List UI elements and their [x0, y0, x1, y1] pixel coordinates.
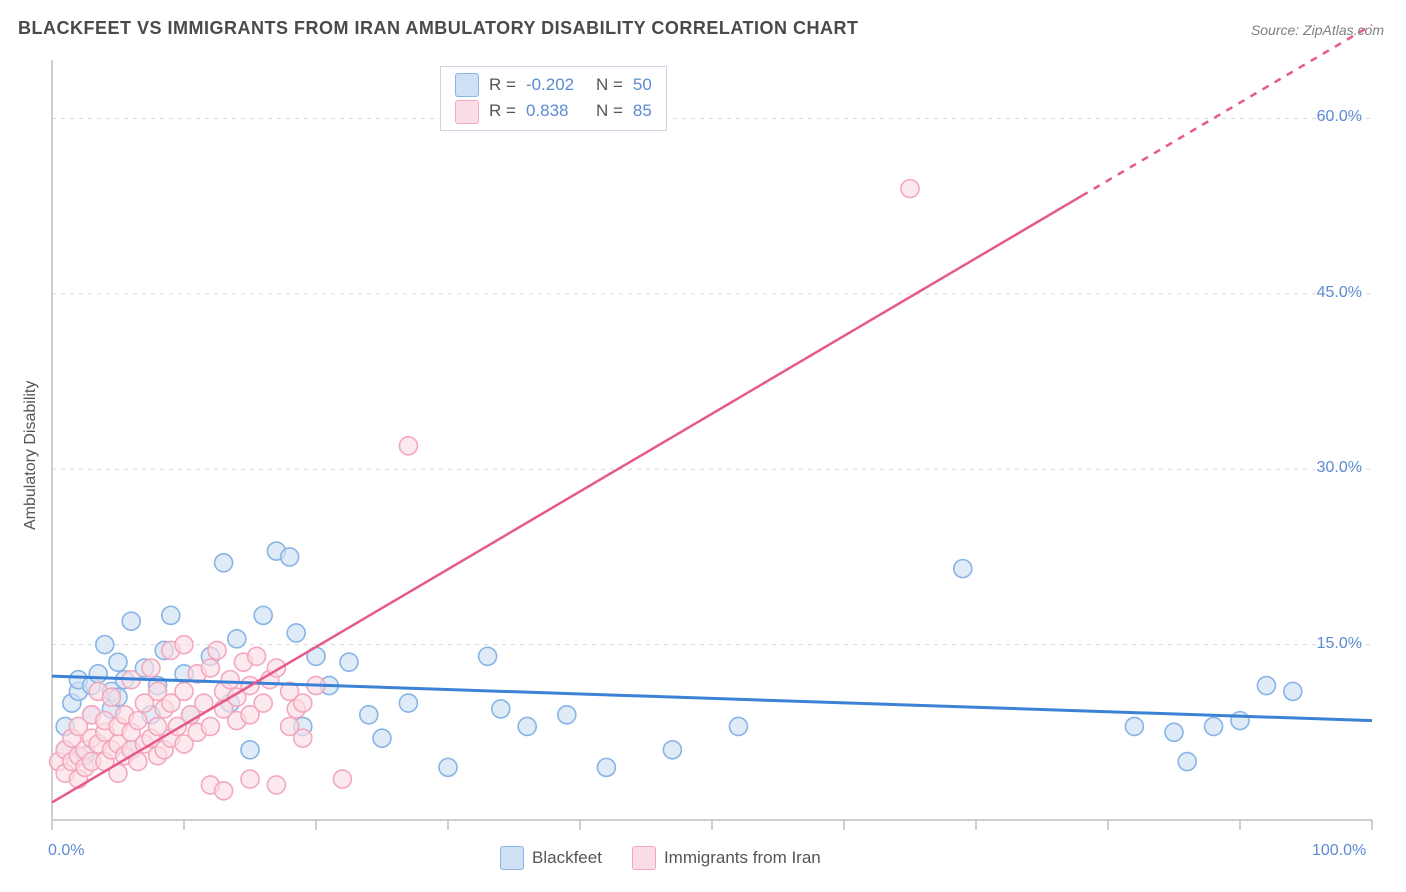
scatter-point: [492, 700, 510, 718]
legend-swatch: [455, 73, 479, 97]
scatter-point: [954, 560, 972, 578]
scatter-point: [142, 659, 160, 677]
scatter-point: [294, 694, 312, 712]
plot-area: [52, 60, 1372, 820]
scatter-point: [1178, 753, 1196, 771]
legend-swatch: [632, 846, 656, 870]
scatter-point: [254, 694, 272, 712]
scatter-point: [663, 741, 681, 759]
scatter-point: [102, 688, 120, 706]
legend-item: Blackfeet: [500, 846, 602, 870]
legend-label: Blackfeet: [532, 848, 602, 868]
stats-row: R = 0.838 N = 85: [455, 98, 652, 124]
legend-swatch: [500, 846, 524, 870]
scatter-point: [1284, 682, 1302, 700]
legend-item: Immigrants from Iran: [632, 846, 821, 870]
scatter-point: [729, 717, 747, 735]
scatter-point: [215, 554, 233, 572]
scatter-point: [373, 729, 391, 747]
x-tick-label: 0.0%: [48, 842, 84, 860]
stat-n-value: 85: [633, 98, 652, 124]
x-tick-label: 100.0%: [1312, 842, 1366, 860]
scatter-point: [340, 653, 358, 671]
scatter-point: [287, 624, 305, 642]
scatter-point: [479, 647, 497, 665]
scatter-point: [597, 758, 615, 776]
scatter-point: [333, 770, 351, 788]
y-axis-label: Ambulatory Disability: [22, 381, 40, 530]
scatter-point: [518, 717, 536, 735]
stat-r-label: R =: [489, 72, 516, 98]
scatter-point: [267, 776, 285, 794]
stat-r-value: 0.838: [526, 98, 586, 124]
y-tick-label: 60.0%: [1302, 108, 1362, 126]
legend-bottom: Blackfeet Immigrants from Iran: [500, 846, 821, 870]
scatter-point: [215, 782, 233, 800]
scatter-point: [122, 612, 140, 630]
y-tick-label: 45.0%: [1302, 284, 1362, 302]
scatter-point: [1125, 717, 1143, 735]
stat-r-label: R =: [489, 98, 516, 124]
stat-n-value: 50: [633, 72, 652, 98]
scatter-point: [281, 548, 299, 566]
scatter-point: [96, 636, 114, 654]
scatter-point: [208, 641, 226, 659]
y-tick-label: 15.0%: [1302, 635, 1362, 653]
y-tick-label: 30.0%: [1302, 459, 1362, 477]
scatter-point: [175, 636, 193, 654]
scatter-point: [360, 706, 378, 724]
legend-swatch: [455, 100, 479, 124]
scatter-point: [1205, 717, 1223, 735]
stats-row: R = -0.202 N = 50: [455, 72, 652, 98]
scatter-point: [248, 647, 266, 665]
scatter-point: [201, 659, 219, 677]
stat-n-label: N =: [596, 72, 623, 98]
scatter-point: [201, 717, 219, 735]
scatter-point: [294, 729, 312, 747]
scatter-point: [162, 606, 180, 624]
scatter-point: [901, 180, 919, 198]
scatter-point: [1231, 712, 1249, 730]
scatter-point: [558, 706, 576, 724]
scatter-point: [241, 770, 259, 788]
scatter-point: [399, 437, 417, 455]
scatter-point: [241, 741, 259, 759]
stat-n-label: N =: [596, 98, 623, 124]
scatter-point: [109, 653, 127, 671]
scatter-point: [129, 712, 147, 730]
stats-box: R = -0.202 N = 50 R = 0.838 N = 85: [440, 66, 667, 131]
scatter-point: [175, 682, 193, 700]
stat-r-value: -0.202: [526, 72, 586, 98]
scatter-point: [439, 758, 457, 776]
scatter-point: [89, 665, 107, 683]
scatter-point: [228, 630, 246, 648]
scatter-point: [221, 671, 239, 689]
chart-title: BLACKFEET VS IMMIGRANTS FROM IRAN AMBULA…: [18, 18, 858, 39]
legend-label: Immigrants from Iran: [664, 848, 821, 868]
scatter-point: [1257, 677, 1275, 695]
scatter-point: [399, 694, 417, 712]
scatter-point: [1165, 723, 1183, 741]
scatter-point: [254, 606, 272, 624]
